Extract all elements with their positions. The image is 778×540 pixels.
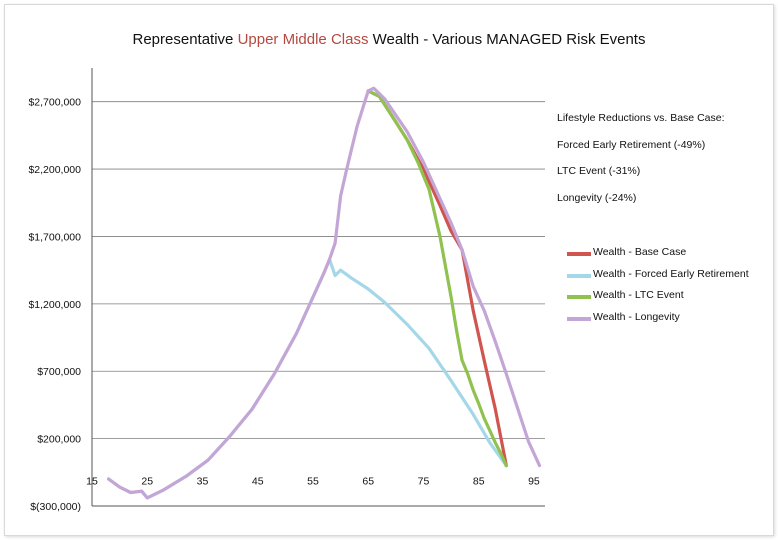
chart-title: Representative Upper Middle Class Wealth… — [132, 31, 646, 48]
x-tick-label: 15 — [86, 476, 98, 488]
x-tick-label: 85 — [473, 476, 485, 488]
series-line — [366, 89, 508, 468]
series-line — [106, 86, 542, 500]
x-tick-label: 65 — [362, 476, 374, 488]
x-tick-label: 75 — [418, 476, 430, 488]
y-tick-label: $1,200,000 — [28, 299, 81, 311]
legend-swatch — [567, 295, 591, 299]
y-tick-label: $(300,000) — [30, 501, 81, 513]
note-longevity: Longevity (-24%) — [557, 192, 637, 204]
legend-label: Wealth - LTC Event — [593, 289, 684, 301]
y-tick-label: $2,700,000 — [28, 97, 81, 109]
y-tick-label: $1,700,000 — [28, 231, 81, 243]
legend-label: Wealth - Forced Early Retirement — [593, 268, 749, 280]
legend-swatch — [567, 252, 591, 256]
legend-swatch — [567, 317, 591, 321]
legend-swatch — [567, 274, 591, 278]
x-tick-label: 25 — [141, 476, 153, 488]
y-tick-label: $200,000 — [37, 434, 81, 446]
x-tick-label: 95 — [528, 476, 540, 488]
x-tick-label: 45 — [252, 476, 264, 488]
note-forced-early-retirement: Forced Early Retirement (-49%) — [557, 139, 706, 151]
title-accent: Upper Middle Class — [237, 31, 369, 48]
x-tick-label: 35 — [197, 476, 209, 488]
series-line — [366, 89, 508, 468]
legend-label: Wealth - Base Case — [593, 246, 687, 258]
x-tick-label: 55 — [307, 476, 319, 488]
y-tick-label: $700,000 — [37, 366, 81, 378]
series-line — [106, 257, 508, 500]
legend-label: Wealth - Longevity — [593, 311, 680, 323]
note-heading: Lifestyle Reductions vs. Base Case: — [557, 112, 725, 124]
y-tick-label: $2,200,000 — [28, 164, 81, 176]
note-ltc-event: LTC Event (-31%) — [557, 165, 641, 177]
chart-frame — [4, 4, 774, 536]
